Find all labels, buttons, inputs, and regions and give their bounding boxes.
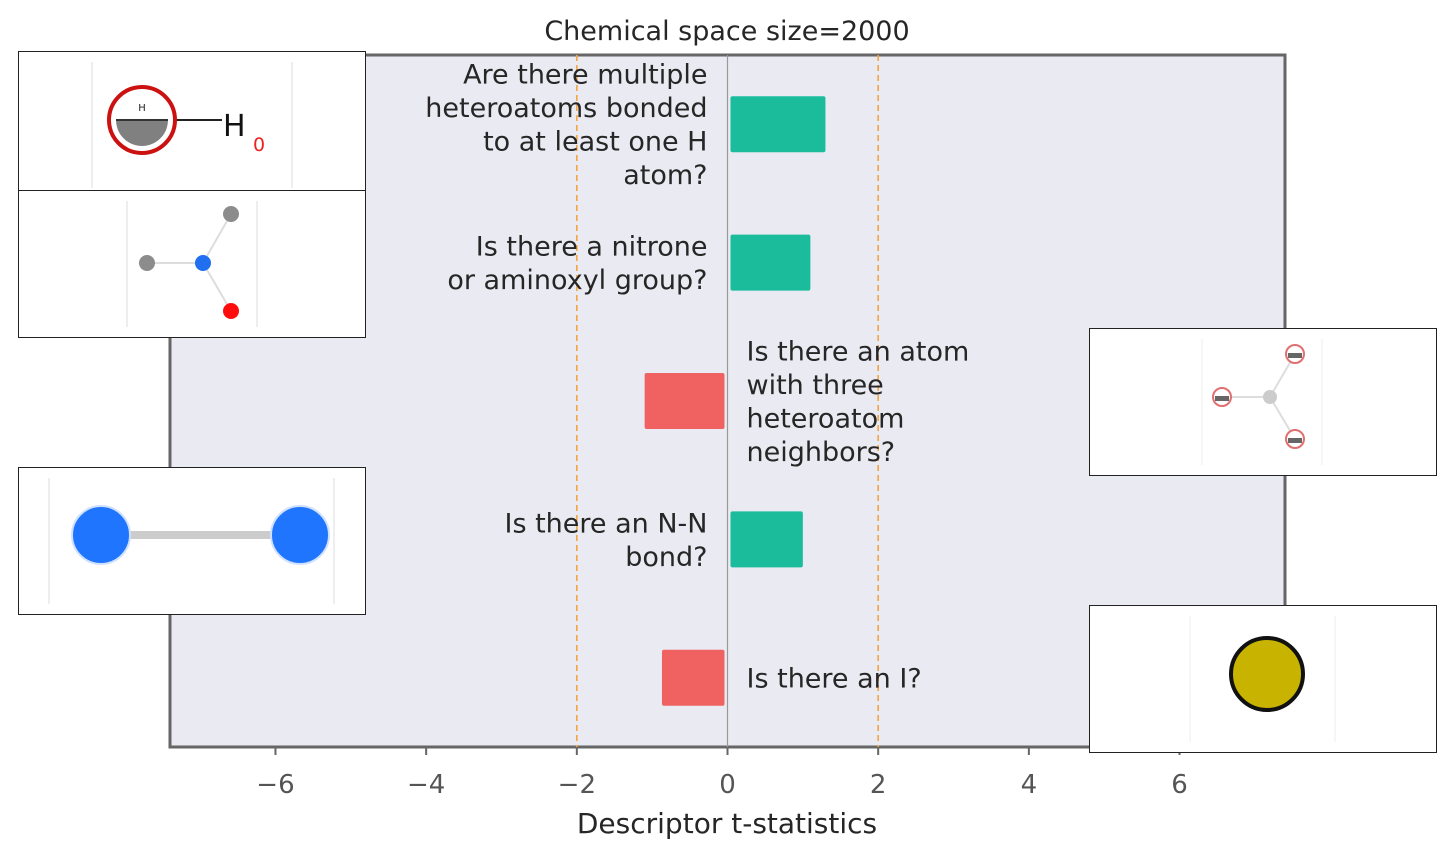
inset-h-label: H xyxy=(223,109,246,144)
iodine-substructure-image xyxy=(1089,605,1437,753)
category-label-1: Are there multiple heteroatoms bonded to a… xyxy=(425,60,707,192)
category-label-4: Is there an N-N bond? xyxy=(504,508,707,573)
bar-2 xyxy=(730,234,811,291)
x-tick-label: 4 xyxy=(1021,770,1038,800)
x-tick-label: 6 xyxy=(1171,770,1188,800)
category-label-2: Is there a nitrone or aminoxyl group? xyxy=(447,232,707,297)
x-tick-label: −6 xyxy=(256,770,294,800)
category-labels: Are there multiple heteroatoms bonded to a… xyxy=(425,60,969,695)
inset-small-h-label: H xyxy=(138,103,146,114)
inset-zero-label: 0 xyxy=(253,134,265,156)
threshold-lines xyxy=(576,55,879,747)
nn-bond-substructure-image xyxy=(18,467,366,615)
category-label-5: Is there an I? xyxy=(747,664,922,695)
bars xyxy=(644,96,826,706)
x-tick-label: −2 xyxy=(558,770,596,800)
chart-title: Chemical space size=2000 xyxy=(544,16,909,47)
bar-5 xyxy=(661,649,725,706)
category-label-3: Is there an atom with three heteroatom neig… xyxy=(747,336,970,468)
bar-1 xyxy=(730,96,826,153)
three-heteroatom-neighbors-image xyxy=(1089,328,1437,476)
x-axis-label: Descriptor t-statistics xyxy=(577,807,877,840)
x-tick-label: −4 xyxy=(407,770,445,800)
x-tick-label: 2 xyxy=(870,770,887,800)
x-axis-ticks: −6 −4 −2 0 2 4 6 xyxy=(256,747,1188,800)
hydrogen-substructure-image: H H 0 xyxy=(18,51,366,191)
bar-3 xyxy=(644,373,725,429)
x-tick-label: 0 xyxy=(719,770,736,800)
nitrone-substructure-image xyxy=(18,190,366,338)
bar-4 xyxy=(730,511,803,568)
